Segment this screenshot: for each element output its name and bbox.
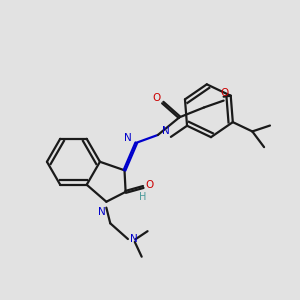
Text: O: O (220, 88, 229, 98)
Text: O: O (153, 93, 161, 103)
Text: N: N (124, 133, 131, 143)
Text: N: N (98, 207, 105, 217)
Text: O: O (145, 180, 153, 190)
Text: N: N (162, 126, 170, 136)
Text: H: H (139, 192, 146, 202)
Text: N: N (130, 234, 138, 244)
